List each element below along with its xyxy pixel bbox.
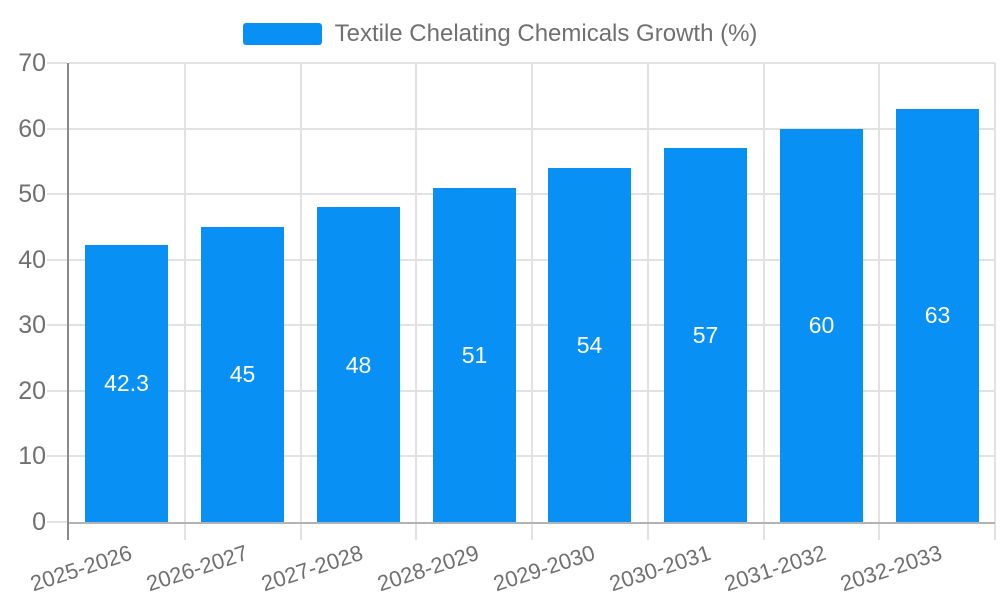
x-axis-line: [69, 522, 995, 524]
v-gridline: [531, 63, 533, 540]
y-tick-label: 30: [18, 311, 46, 339]
bar-value-label: 51: [461, 342, 488, 368]
bar[interactable]: [896, 109, 979, 522]
bar[interactable]: [85, 245, 168, 522]
legend-label: Textile Chelating Chemicals Growth (%): [334, 20, 758, 47]
y-tick-label: 40: [18, 246, 46, 274]
x-tick-label: 2025-2026: [26, 540, 135, 597]
y-tick-label: 20: [18, 377, 46, 405]
v-gridline: [415, 63, 417, 540]
v-gridline: [763, 63, 765, 540]
x-tick-label: 2031-2032: [720, 540, 829, 597]
bar-value-label: 57: [692, 322, 719, 348]
y-tick-label: 10: [18, 442, 46, 470]
y-tick-mark: [47, 62, 67, 64]
bar-value-label: 45: [229, 361, 256, 387]
bar[interactable]: [201, 227, 284, 522]
x-tick-label: 2030-2031: [605, 540, 714, 597]
bar-value-label: 42.3: [104, 370, 149, 396]
x-tick-label: 2027-2028: [257, 540, 366, 597]
y-tick-mark: [47, 455, 67, 457]
legend[interactable]: Textile Chelating Chemicals Growth (%): [0, 21, 1000, 47]
bar[interactable]: [317, 207, 400, 522]
x-tick-label: 2029-2030: [489, 540, 598, 597]
x-tick-label: 2028-2029: [373, 540, 482, 597]
y-tick-mark: [47, 193, 67, 195]
v-gridline: [300, 63, 302, 540]
v-gridline: [878, 63, 880, 540]
bar-value-label: 48: [345, 352, 372, 378]
v-gridline: [184, 63, 186, 540]
bar[interactable]: [433, 188, 516, 522]
y-tick-mark: [47, 259, 67, 261]
v-gridline: [994, 63, 996, 540]
y-tick-label: 60: [18, 115, 46, 143]
y-tick-label: 70: [18, 49, 46, 77]
y-tick-mark: [47, 128, 67, 130]
y-tick-mark: [47, 324, 67, 326]
y-axis-line: [67, 63, 69, 540]
y-tick-label: 50: [18, 180, 46, 208]
legend-swatch: [242, 23, 322, 45]
x-tick-label: 2032-2033: [836, 540, 945, 597]
bar[interactable]: [664, 148, 747, 522]
bar-value-label: 63: [924, 302, 951, 328]
bar[interactable]: [548, 168, 631, 522]
bar[interactable]: [780, 129, 863, 522]
y-tick-mark: [47, 390, 67, 392]
bar-value-label: 54: [576, 332, 603, 358]
y-tick-label: 0: [32, 508, 46, 536]
x-tick-label: 2026-2027: [142, 540, 251, 597]
v-gridline: [647, 63, 649, 540]
y-tick-mark: [47, 521, 67, 523]
bar-value-label: 60: [808, 312, 835, 338]
